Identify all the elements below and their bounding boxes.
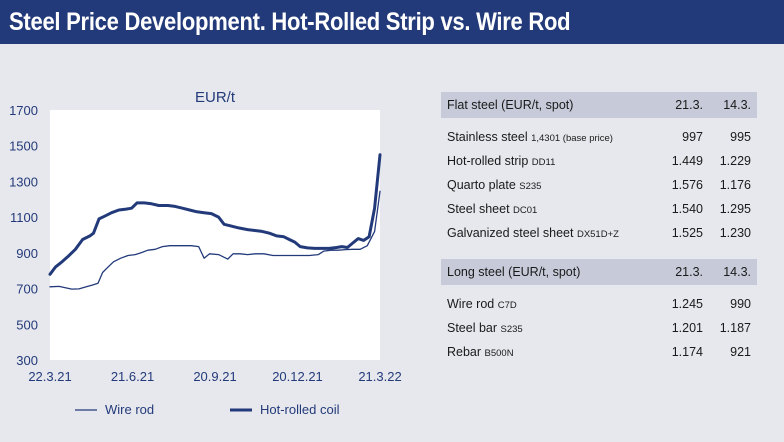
price-current: 1.576 (671, 178, 703, 192)
table-row: Steel bar S235 1.201 1.187 (441, 316, 757, 340)
legend-label: Hot-rolled coil (260, 402, 340, 417)
price-previous: 990 (730, 297, 751, 311)
table-row: Quarto plate S235 1.576 1.176 (441, 173, 757, 197)
product-name: Galvanized steel sheet (447, 226, 574, 240)
product-code: S235 (519, 181, 542, 192)
legend-label: Wire rod (105, 402, 154, 417)
y-tick-label: 500 (16, 317, 38, 332)
product-name: Hot-rolled strip (447, 154, 529, 168)
table-row: Steel sheet DC01 1.540 1.295 (441, 197, 757, 221)
product-code: DC01 (513, 205, 538, 216)
price-chart: EUR/t 300 500 700 900 1100 1300 1500 1700 22.3.21… (9, 89, 402, 417)
price-current: 1.449 (671, 154, 703, 168)
x-tick-label: 20.12.21 (272, 369, 323, 384)
table-row: Stainless steel 1,4301 (base price) 997 … (441, 125, 757, 149)
x-tick-label: 21.6.21 (111, 369, 154, 384)
table-header: Long steel (EUR/t, spot) 21.3. 14.3. (441, 259, 757, 285)
product-name: Wire rod (447, 297, 495, 311)
price-previous: 921 (730, 345, 751, 359)
y-tick-label: 700 (16, 282, 38, 297)
product-code: DX51D+Z (576, 229, 619, 240)
table-row: Rebar B500N 1.174 921 (441, 340, 757, 364)
table-header-label: Long steel (EUR/t, spot) (447, 265, 581, 279)
unit-label: EUR/t (195, 89, 236, 106)
price-previous: 1.187 (719, 321, 751, 335)
y-tick-label: 1300 (9, 174, 38, 189)
page-title: Steel Price Development. Hot-Rolled Stri… (9, 8, 571, 36)
product-name: Steel sheet (447, 202, 510, 216)
table-row: Wire rod C7D 1.245 990 (441, 292, 757, 316)
price-current: 1.174 (671, 345, 703, 359)
table-header-col2: 14.3. (723, 98, 751, 112)
table-header-label: Flat steel (EUR/t, spot) (447, 98, 574, 112)
x-tick-label: 22.3.21 (28, 369, 71, 384)
product-name: Steel bar (447, 321, 498, 335)
table-header: Flat steel (EUR/t, spot) 21.3. 14.3. (441, 92, 757, 118)
y-tick-label: 300 (16, 353, 38, 368)
product-name: Stainless steel (447, 130, 528, 144)
product-name: Rebar (447, 345, 482, 359)
series-line-wire-rod (49, 190, 381, 290)
product-code: S235 (500, 324, 523, 335)
x-tick-label: 20.9.21 (193, 369, 236, 384)
price-current: 1.540 (671, 202, 703, 216)
price-previous: 1.176 (719, 178, 751, 192)
product-name: Quarto plate (447, 178, 516, 192)
x-tick-label: 21.3.22 (358, 369, 401, 384)
price-previous: 1.229 (719, 154, 751, 168)
price-current: 1.201 (671, 321, 703, 335)
table-row: Galvanized steel sheet DX51D+Z 1.525 1.2… (441, 221, 757, 245)
y-tick-label: 1100 (10, 210, 38, 225)
product-code: C7D (497, 300, 517, 311)
y-tick-label: 900 (16, 246, 38, 261)
price-previous: 995 (730, 130, 751, 144)
series-line-hot-rolled-coil (48, 153, 382, 276)
price-previous: 1.230 (719, 226, 751, 240)
y-tick-label: 1500 (9, 139, 38, 154)
table-header-col1: 21.3. (675, 265, 703, 279)
product-code: B500N (484, 348, 514, 359)
price-current: 1.525 (671, 226, 703, 240)
y-tick-label: 1700 (9, 103, 38, 118)
page-title-bar: Steel Price Development. Hot-Rolled Stri… (0, 0, 784, 44)
price-current: 997 (682, 130, 703, 144)
table-header-col1: 21.3. (675, 98, 703, 112)
table-row: Hot-rolled strip DD11 1.449 1.229 (441, 149, 757, 173)
price-current: 1.245 (671, 297, 703, 311)
long-steel-table: Long steel (EUR/t, spot) 21.3. 14.3. Wir… (441, 259, 757, 364)
price-previous: 1.295 (719, 202, 751, 216)
flat-steel-table: Flat steel (EUR/t, spot) 21.3. 14.3. Sta… (441, 92, 757, 245)
product-code: 1,4301 (base price) (531, 133, 613, 144)
table-header-col2: 14.3. (723, 265, 751, 279)
plot-area (50, 110, 380, 360)
product-code: DD11 (531, 157, 556, 168)
